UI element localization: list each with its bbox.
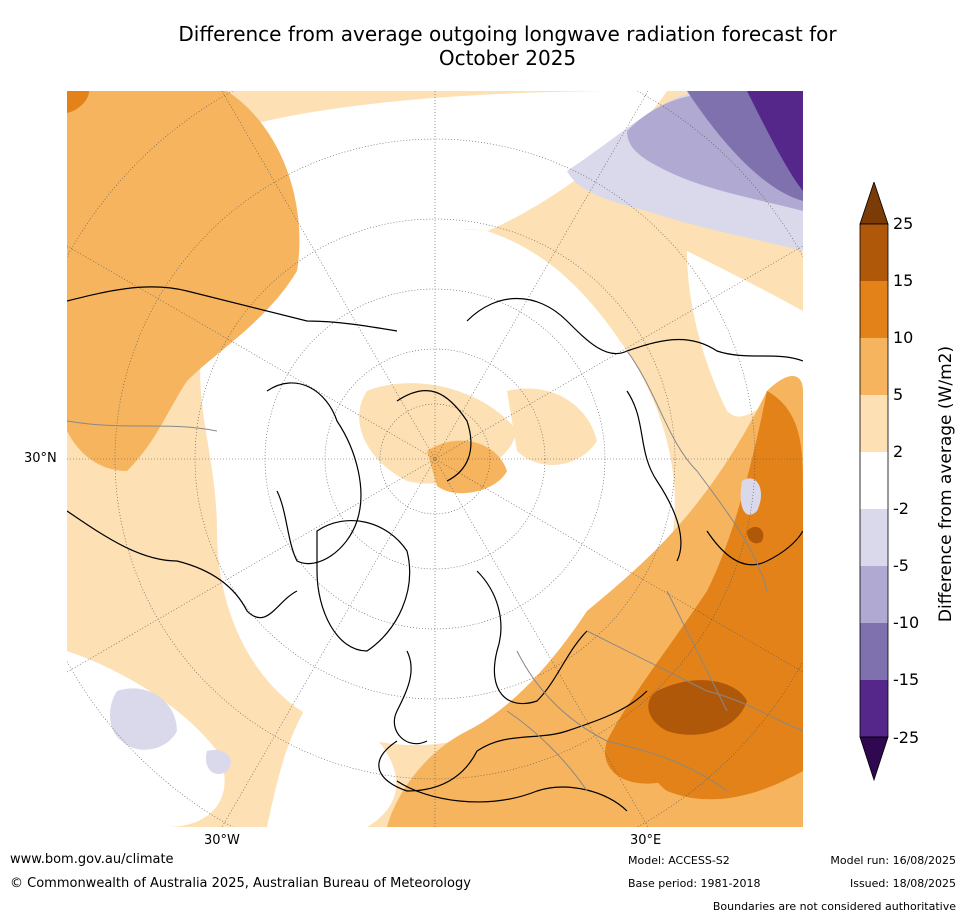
title-line-2: October 2025 bbox=[438, 46, 577, 70]
colorbar-bin-neg5-neg2 bbox=[860, 509, 888, 566]
model-text: Model: ACCESS-S2 bbox=[628, 854, 730, 867]
longitude-label-30w: 30°W bbox=[204, 833, 240, 848]
colorbar-tick: -5 bbox=[893, 556, 909, 575]
colorbar-tick: -25 bbox=[893, 728, 920, 747]
colorbar-title: Difference from average (W/m2) bbox=[936, 345, 956, 623]
colorbar-tick: 10 bbox=[893, 328, 914, 347]
colorbar-tick: 5 bbox=[893, 385, 904, 404]
colorbar-bin-neg25-neg15 bbox=[860, 680, 888, 737]
website-link[interactable]: www.bom.gov.au/climate bbox=[10, 852, 174, 867]
graticule bbox=[67, 91, 803, 827]
copyright-text: © Commonwealth of Australia 2025, Austra… bbox=[10, 876, 471, 891]
colorbar-tick: 2 bbox=[893, 442, 904, 461]
colorbar-tick: 25 bbox=[893, 214, 914, 233]
longitude-label-30e: 30°E bbox=[630, 833, 662, 848]
latitude-label-30n: 30°N bbox=[24, 451, 57, 466]
colorbar-bin-neg2-2 bbox=[860, 452, 888, 509]
negative-regions bbox=[110, 91, 803, 775]
colorbar bbox=[858, 180, 890, 782]
colorbar-max-arrow bbox=[859, 180, 889, 225]
colorbar-bin-10-15 bbox=[860, 281, 888, 338]
colorbar-tick: -2 bbox=[893, 499, 909, 518]
colorbar-bin-2-5 bbox=[860, 395, 888, 452]
colorbar-bin-15-25 bbox=[860, 224, 888, 281]
base-period-text: Base period: 1981-2018 bbox=[628, 877, 761, 890]
colorbar-tick: -15 bbox=[893, 670, 920, 689]
coastlines bbox=[67, 286, 803, 812]
chart-title: Difference from average outgoing longwav… bbox=[95, 22, 920, 70]
title-line-1: Difference from average outgoing longwav… bbox=[178, 22, 837, 46]
colorbar-bin-5-10 bbox=[860, 338, 888, 395]
polar-map bbox=[67, 91, 803, 827]
very-strong-positive-regions bbox=[648, 526, 764, 735]
colorbar-bin-neg10-neg5 bbox=[860, 566, 888, 623]
colorbar-tick: -10 bbox=[893, 613, 920, 632]
disclaimer-text: Boundaries are not considered authoritat… bbox=[712, 900, 956, 913]
country-borders bbox=[67, 350, 803, 792]
model-run-text: Model run: 16/08/2025 bbox=[830, 854, 956, 867]
colorbar-min-arrow bbox=[859, 736, 889, 782]
colorbar-tick: 15 bbox=[893, 271, 914, 290]
colorbar-frame bbox=[859, 223, 889, 738]
near-zero-regions bbox=[67, 91, 803, 827]
colorbar-bin-neg15-neg10 bbox=[860, 623, 888, 680]
issued-text: Issued: 18/08/2025 bbox=[849, 877, 956, 890]
